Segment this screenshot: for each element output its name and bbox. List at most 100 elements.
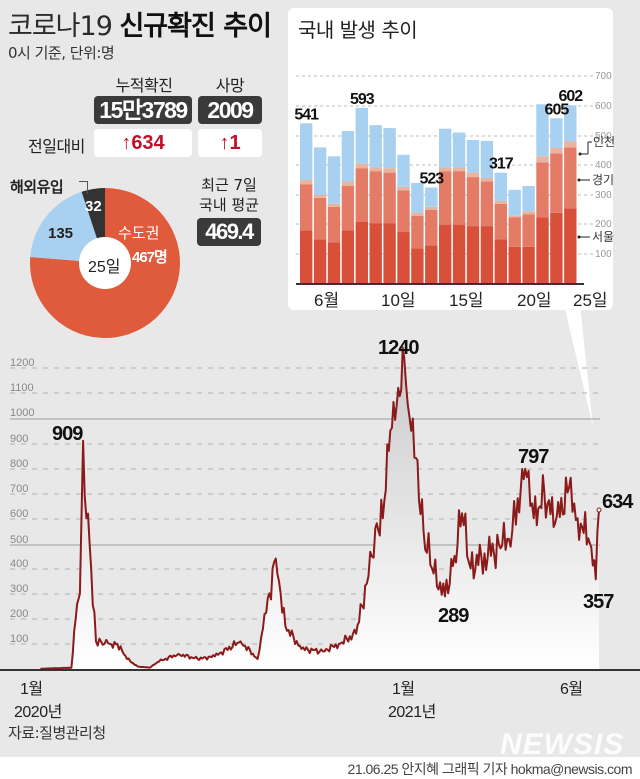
bar-segment [564,208,577,284]
deaths-value: 2009 [198,96,262,124]
svg-text:15일: 15일 [449,291,484,310]
line-chart-major-gridlines [10,418,600,546]
line-chart-line [40,346,600,670]
bar-segment [508,189,521,216]
bar-segment [536,156,549,163]
x-tick-year-2020: 2020년 [14,704,62,721]
bar-segment [480,140,494,178]
annotation-634: 634 [602,491,634,513]
annotation-1240: 1240 [378,337,419,359]
svg-text:1000: 1000 [10,407,34,419]
bar-segment [550,212,563,284]
svg-text:900: 900 [10,433,28,445]
deaths-label: 사망 [215,76,245,95]
bar-segment [480,181,494,227]
svg-text:6월: 6월 [314,291,339,310]
overseas-label: 해외유입 [10,178,64,196]
bar-segment [397,186,410,191]
bar-segment [550,147,563,154]
svg-text:200: 200 [10,608,28,620]
bar-chart-title: 국내 발생 추이 [298,18,418,42]
svg-text:300: 300 [595,190,612,201]
bar-segment [355,168,368,222]
newsis-watermark: NEWSIS [500,728,625,761]
bar-segment [494,200,507,204]
bar-segment [550,118,563,148]
svg-text:1200: 1200 [10,357,34,369]
bar-segment [425,206,438,210]
bar-segment [466,226,480,284]
capital-label: 수도권 [118,224,160,242]
bar-segment [300,180,313,185]
weekly-avg-value: 469.4 [197,218,261,246]
bar-chart-x-ticks: 6월 10일 15일 20일 25일 [314,291,608,310]
line-chart-area [40,347,600,669]
bar-segment [313,147,327,195]
bar-segment [494,172,507,201]
bar-segment [411,215,424,249]
bar-segment [383,172,396,224]
annotation-797: 797 [518,446,549,468]
bar-segment [369,125,382,168]
bar-segment [480,177,494,182]
bar-segment [313,239,327,284]
bar-segment [564,105,577,142]
line-chart-annotations: 909 1240 289 797 357 634 [52,337,635,627]
bar-segment [369,171,382,224]
bar-segment [452,171,466,225]
bar-segment [355,163,368,169]
bar-segment [411,248,424,284]
bar-segment [508,215,521,218]
bar-segment [300,184,313,231]
bar-segment [439,224,452,284]
bar-segment [522,185,535,212]
bar-segment [341,185,355,231]
annotation-357: 357 [583,591,614,613]
svg-text:400: 400 [595,160,612,171]
svg-text:400: 400 [10,558,28,570]
svg-text:700: 700 [595,71,612,82]
title-light: 코로나19 [8,11,120,42]
cumulative-label: 누적확진 [115,76,173,95]
bar-segment [369,167,382,172]
svg-text:20일: 20일 [517,291,552,310]
x-tick-year-2021: 2021년 [388,704,436,721]
bar-segment [341,181,355,186]
bar-segment [439,128,452,168]
main-line-chart: 1200 1100 1000 900 800 700 600 500 400 3… [0,337,640,671]
svg-text:1100: 1100 [10,382,34,394]
bar-segment [494,239,507,284]
annotation-289: 289 [438,605,469,627]
last-point-marker [596,507,602,513]
bar-segment [452,167,466,172]
svg-text:500: 500 [10,534,28,546]
svg-text:200: 200 [595,219,612,230]
bar-segment [300,230,313,284]
bar-segment [369,223,382,284]
svg-text:523: 523 [419,170,444,187]
x-tick-jan-2020: 1월 [20,681,43,698]
svg-text:600: 600 [10,508,28,520]
bar-chart-y-ticks: 700 600 500 400 300 200 100 [595,71,612,260]
credit-line: 21.06.25 안지혜 그래픽 기자 hokma@newsis.com [347,761,633,777]
svg-text:10일: 10일 [381,291,416,310]
svg-text:800: 800 [10,458,28,470]
bar-segment [341,131,355,182]
bar-segment [355,221,368,284]
svg-text:경기: 경기 [592,173,614,187]
bar-segment [466,139,480,173]
svg-text:600: 600 [595,101,612,112]
svg-text:100: 100 [595,249,612,260]
bar-segment [564,147,577,209]
annotation-909: 909 [52,423,83,445]
bar-segment [327,206,341,243]
deaths-change: ↑1 [198,129,262,157]
bar-segment [411,183,424,213]
svg-text:300: 300 [10,583,28,595]
svg-text:700: 700 [10,483,28,495]
bar-segment [466,172,480,178]
bar-segment [522,211,535,215]
bar-segment [494,203,507,240]
svg-text:서울: 서울 [592,230,614,244]
bar-segment [564,141,577,148]
